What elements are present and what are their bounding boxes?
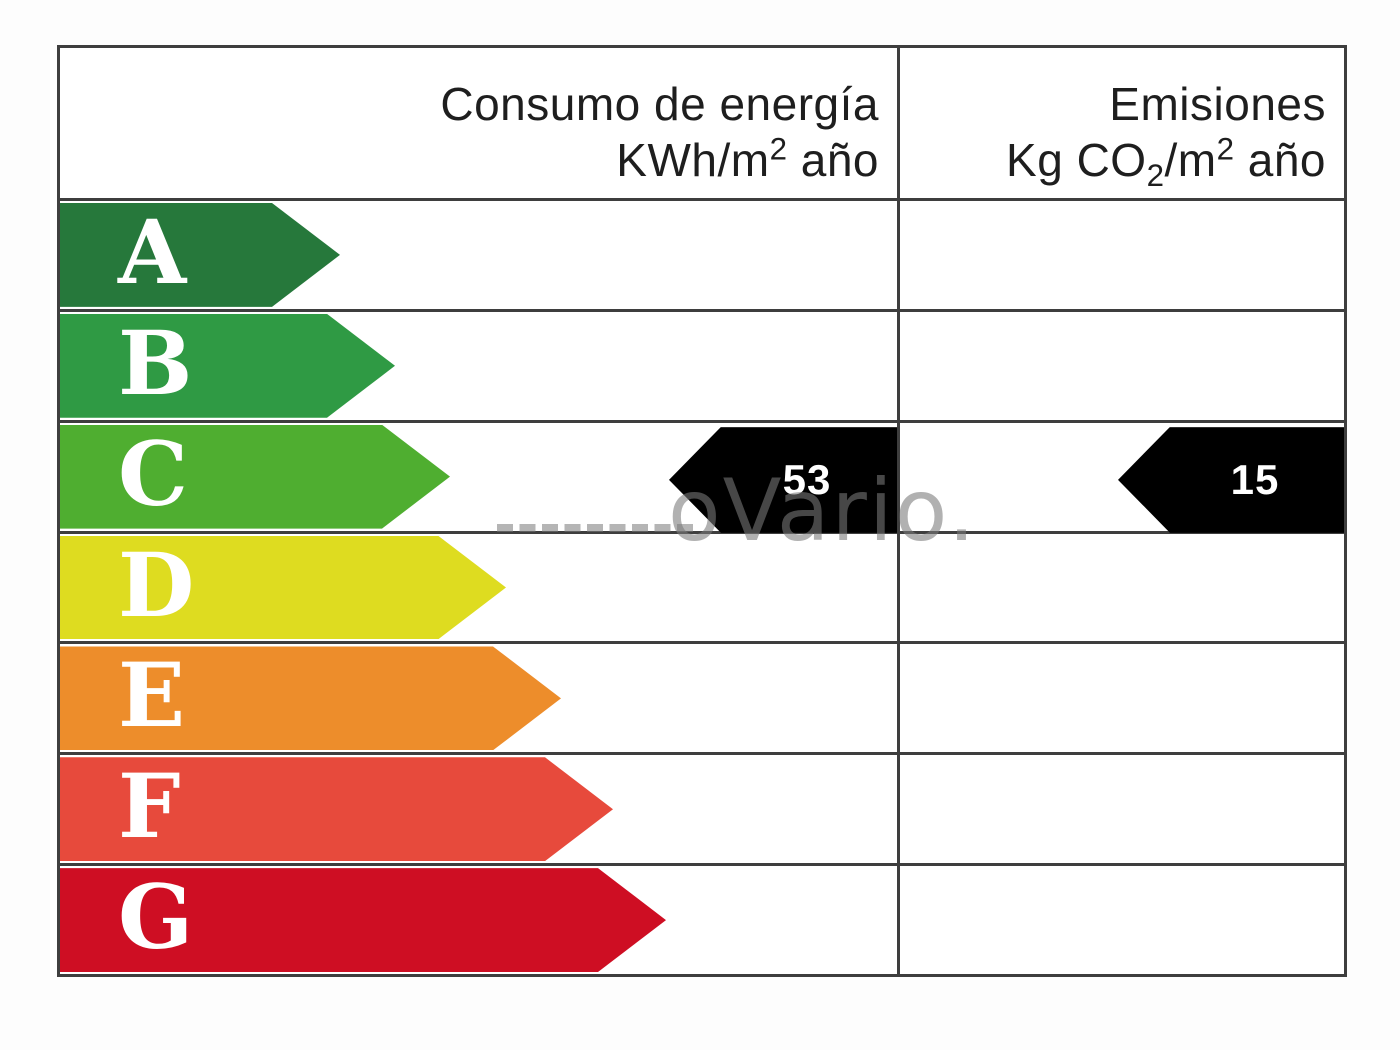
emissions-column-header: Emisiones Kg CO2/m2 año (900, 48, 1344, 198)
rating-letter-e: E (118, 643, 186, 748)
rating-row-a: A (60, 198, 1344, 309)
rating-band-b: B (60, 314, 395, 418)
emissions-value: 15 (1230, 455, 1280, 503)
rating-table: Consumo de energía KWh/m2 año Emisiones … (57, 45, 1347, 977)
emissions-cell-c: 15 (900, 423, 1344, 533)
rating-letter-d: D (118, 532, 195, 637)
emissions-cell-a (900, 201, 1344, 309)
table-header: Consumo de energía KWh/m2 año Emisiones … (60, 48, 1344, 198)
emissions-cell-g (900, 866, 1344, 974)
emissions-cell-b (900, 312, 1344, 420)
rating-band-c: C (60, 425, 450, 529)
rating-row-b: B (60, 308, 1344, 420)
rating-letter-g: G (118, 865, 194, 970)
rating-row-c: C 53 15 (60, 419, 1344, 533)
emissions-cell-e (900, 644, 1344, 752)
rating-row-e: E (60, 641, 1344, 753)
rating-row-d: D (60, 530, 1344, 642)
rating-letter-f: F (118, 754, 181, 859)
emissions-header-line1: Emisiones (1109, 78, 1326, 130)
rating-letter-a: A (118, 199, 187, 304)
emissions-cell-f (900, 755, 1344, 863)
rating-band-a: A (60, 203, 340, 307)
rating-band-d: D (60, 536, 506, 640)
rating-band-g: G (60, 868, 666, 972)
rating-letter-c: C (118, 421, 189, 526)
rating-row-f: F (60, 752, 1344, 864)
rating-letter-b: B (118, 310, 193, 415)
rating-band-e: E (60, 646, 561, 750)
consumption-column-header: Consumo de energía KWh/m2 año (60, 48, 900, 198)
consumption-header-line1: Consumo de energía (440, 78, 879, 130)
rating-band-f: F (60, 757, 613, 861)
emissions-cell-d (900, 534, 1344, 642)
consumption-value: 53 (782, 455, 832, 503)
consumption-header-line2: KWh/m2 año (616, 131, 879, 186)
consumption-value-arrow: 53 (669, 426, 897, 533)
rating-row-g: G (60, 863, 1344, 975)
emissions-value-arrow: 15 (1118, 426, 1344, 533)
emissions-header-line2: Kg CO2/m2 año (1006, 131, 1326, 194)
